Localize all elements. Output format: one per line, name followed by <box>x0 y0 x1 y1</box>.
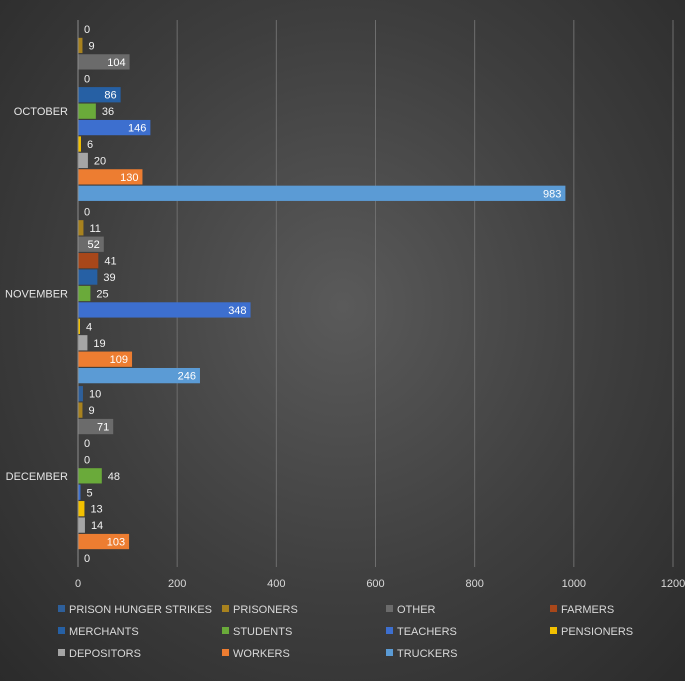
category-label: DECEMBER <box>6 471 68 483</box>
data-label: 11 <box>89 223 100 235</box>
bar <box>78 119 151 136</box>
legend-label: PRISON HUNGER STRIKES <box>69 604 212 616</box>
data-label: 104 <box>107 57 125 69</box>
x-tick-label: 1000 <box>562 578 586 590</box>
legend-swatch <box>386 605 393 612</box>
data-label: 4 <box>86 321 92 333</box>
legend-label: TEACHERS <box>397 626 457 638</box>
bar <box>78 103 96 119</box>
data-label: 6 <box>87 139 93 151</box>
grid-layer <box>176 20 674 567</box>
labels-layer: 0910408636146620130983011524139253484191… <box>84 24 561 565</box>
data-label: 41 <box>104 256 116 268</box>
legend-swatch <box>222 605 229 612</box>
bar <box>78 185 566 201</box>
bar <box>78 169 143 185</box>
bar <box>78 468 102 484</box>
bar <box>78 318 80 334</box>
x-tick-label: 800 <box>465 578 483 590</box>
bar <box>78 302 251 318</box>
legend-swatch <box>550 605 557 612</box>
legend-swatch <box>550 627 557 634</box>
legend-swatch <box>222 627 229 634</box>
axis-layer: 0 200 400 600 800 1000 1200OCTOBERNOVEMBERDECE… <box>5 20 685 590</box>
legend-swatch <box>386 649 393 656</box>
data-label: 246 <box>178 371 196 383</box>
data-label: 103 <box>107 537 125 549</box>
legend-label: DEPOSITORS <box>69 648 141 660</box>
data-label: 20 <box>94 155 106 167</box>
bar <box>78 253 99 269</box>
x-tick-label: 600 <box>366 578 384 590</box>
x-tick-label: 1200 <box>661 578 685 590</box>
data-label: 9 <box>88 405 94 417</box>
x-tick-label: 0 <box>75 578 81 590</box>
data-label: 130 <box>120 172 138 184</box>
bar <box>78 501 85 517</box>
data-label: 86 <box>104 90 116 102</box>
legend-label: STUDENTS <box>233 626 292 638</box>
bar <box>78 402 83 418</box>
data-label: 25 <box>96 289 108 301</box>
bar <box>78 533 130 550</box>
data-label: 10 <box>89 389 101 401</box>
data-label: 71 <box>97 422 109 434</box>
bar <box>78 367 200 384</box>
legend-swatch <box>386 627 393 634</box>
bar <box>78 517 85 533</box>
data-label: 52 <box>88 239 100 251</box>
data-label: 146 <box>128 123 146 135</box>
data-label: 9 <box>88 40 94 52</box>
data-label: 983 <box>543 188 561 200</box>
legend-label: FARMERS <box>561 604 614 616</box>
data-label: 19 <box>93 338 105 350</box>
x-tick-label: 200 <box>168 578 186 590</box>
legend-swatch <box>58 627 65 634</box>
data-label: 0 <box>84 438 90 450</box>
legend-label: TRUCKERS <box>397 648 458 660</box>
data-label: 0 <box>84 73 90 85</box>
legend-swatch <box>58 649 65 656</box>
legend-label: PRISONERS <box>233 604 298 616</box>
legend-layer: PRISON HUNGER STRIKES PRISONERS OTHER FARME… <box>58 604 633 660</box>
legend-label: OTHER <box>397 604 436 616</box>
data-label: 0 <box>84 24 90 36</box>
data-label: 14 <box>91 520 103 532</box>
bar <box>78 152 88 169</box>
bar <box>78 220 84 236</box>
data-label: 36 <box>102 106 114 118</box>
bar <box>78 87 121 103</box>
data-label: 48 <box>108 471 120 483</box>
bar <box>78 136 81 152</box>
bar <box>78 37 83 54</box>
legend-label: WORKERS <box>233 648 290 660</box>
legend-label: MERCHANTS <box>69 626 139 638</box>
bar <box>78 285 91 302</box>
x-tick-label: 400 <box>267 578 285 590</box>
data-label: 0 <box>84 206 90 218</box>
data-label: 5 <box>86 487 92 499</box>
legend-label: PENSIONERS <box>561 626 633 638</box>
bar <box>78 269 98 285</box>
data-label: 0 <box>84 454 90 466</box>
bar <box>78 418 114 435</box>
bars-layer <box>78 37 566 550</box>
legend-swatch <box>58 605 65 612</box>
bar <box>78 335 88 351</box>
bar <box>78 54 130 70</box>
bar <box>78 236 104 252</box>
data-label: 0 <box>84 553 90 565</box>
data-label: 39 <box>103 272 115 284</box>
bar <box>78 386 83 402</box>
bar <box>78 351 133 367</box>
data-label: 348 <box>228 305 246 317</box>
legend-swatch <box>222 649 229 656</box>
category-label: NOVEMBER <box>5 289 68 301</box>
category-label: OCTOBER <box>14 106 68 118</box>
data-label: 109 <box>110 354 128 366</box>
data-label: 13 <box>90 504 102 516</box>
bar <box>78 484 81 500</box>
